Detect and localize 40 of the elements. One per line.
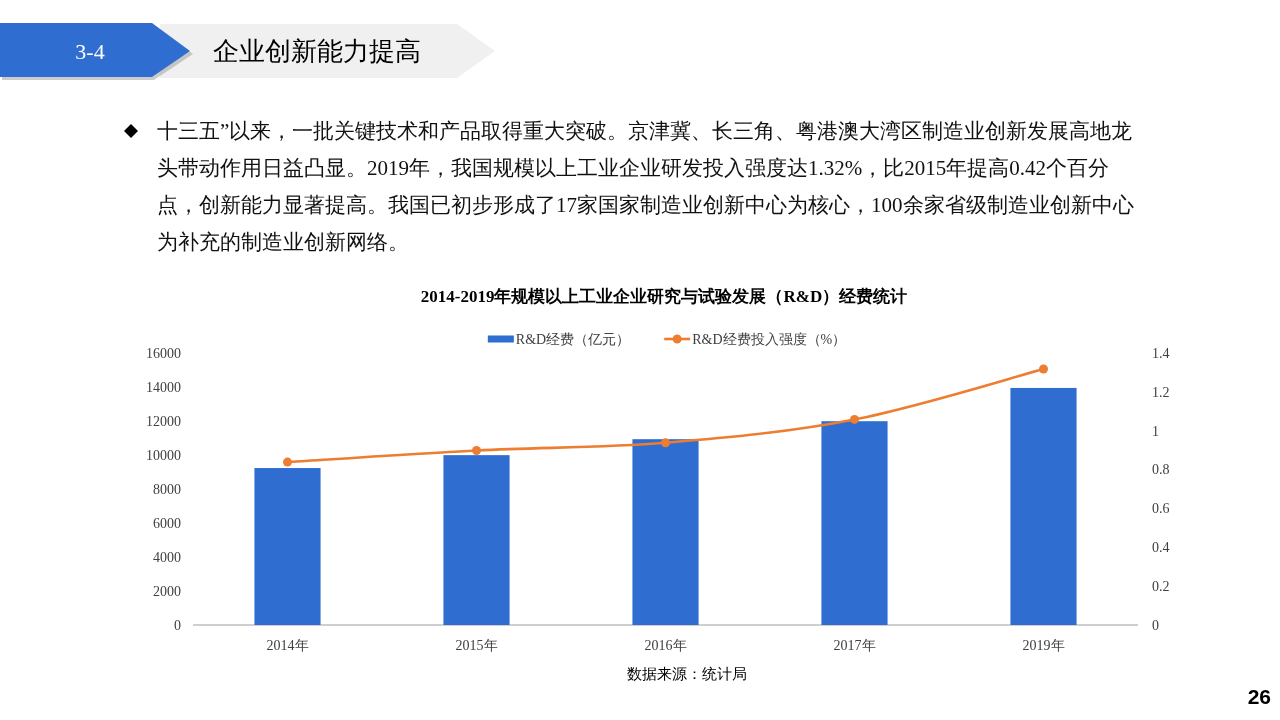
point: [472, 445, 481, 455]
x-tick-label: 2016年: [644, 637, 687, 653]
y-tick-label: 14000: [146, 379, 181, 395]
text: 26: [1247, 684, 1271, 708]
y-tick-label: 4000: [153, 549, 181, 565]
point: [283, 457, 292, 467]
bar: [254, 468, 321, 625]
y2-tick-label: 1.4: [1152, 346, 1170, 361]
y-tick-label: 8000: [153, 481, 181, 497]
legend-label: R&D经费投入强度（%）: [692, 331, 847, 347]
bar: [1010, 387, 1077, 625]
y2-tick-label: 0.4: [1152, 539, 1170, 555]
y2-tick-label: 0.8: [1152, 462, 1170, 478]
text: 企业创新能力提高: [213, 36, 421, 66]
y-tick-label: 10000: [146, 447, 181, 463]
chart-title: 2014-2019年规模以上工业企业研究与试验发展（R&D）经费统计: [420, 286, 908, 306]
x-tick-label: 2014年: [266, 637, 309, 653]
bar: [632, 439, 699, 625]
y-tick-label: 2000: [153, 583, 181, 599]
text: 3-4: [75, 38, 105, 64]
x-tick-label: 2019年: [1022, 637, 1065, 653]
bar: [821, 421, 888, 625]
y2-tick-label: 1: [1152, 423, 1159, 439]
y-tick-label: 6000: [153, 515, 181, 531]
x-tick-label: 2017年: [833, 637, 876, 653]
y2-tick-label: 0.2: [1152, 578, 1170, 594]
source-note: 数据来源：统计局: [627, 664, 747, 682]
bar: [443, 455, 510, 625]
y-tick-label: 12000: [146, 413, 181, 429]
text: 十三五”以来，一批关键技术和产品取得重大突破。京津冀、长三角、粤港澳大湾区制造业创新发展高地龙头带动作用日益凸显。2019年，我国规模以上工业企业研发投入强度达1.32%，比2015年提高0.42个百分点，创新能力显著提高。我国已初步形成了17家国家制造业创新中心为核心，100余家省级制造业创新中心为补充的制造业创新网络。: [157, 118, 1135, 256]
y2-tick-label: 0: [1152, 617, 1159, 633]
point: [1039, 364, 1048, 374]
y-tick-label: 0: [174, 617, 181, 633]
point: [850, 414, 859, 424]
point: [661, 438, 670, 448]
legend-label: R&D经费（亿元）: [515, 331, 631, 347]
y2-tick-label: 0.6: [1152, 501, 1170, 517]
x-tick-label: 2015年: [455, 637, 498, 653]
y-tick-label: 16000: [146, 346, 181, 361]
y2-tick-label: 1.2: [1152, 384, 1170, 400]
